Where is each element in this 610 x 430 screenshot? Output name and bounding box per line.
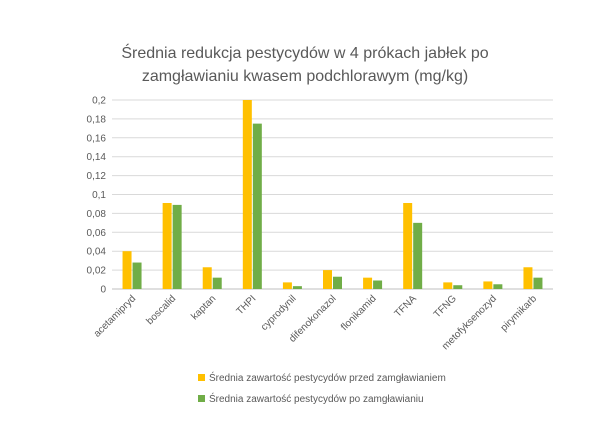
bar-after [132, 262, 142, 289]
x-tick-label: cyprodynil [259, 293, 299, 333]
bar-after [212, 277, 222, 289]
chart-title-line-1: Średnia redukcja pestycydów w 4 prókach … [121, 43, 488, 62]
y-tick-label: 0,12 [87, 171, 107, 182]
bar-after [373, 280, 383, 289]
bar-after [333, 276, 342, 289]
bars [122, 100, 543, 289]
chart-title-line-2: zamgławianiu kwasem podchlorawym (mg/kg) [142, 68, 468, 85]
y-tick-label: 0,2 [92, 96, 106, 107]
bar-after [172, 204, 182, 289]
bar-before [122, 251, 132, 289]
chart-title: Średnia redukcja pestycydów w 4 prókach … [121, 43, 488, 85]
bar-before [282, 282, 292, 289]
bar-before [323, 270, 332, 289]
legend-swatch-after [198, 395, 205, 402]
y-tick-label: 0,08 [87, 209, 107, 220]
bar-before [202, 267, 212, 289]
legend-swatch-before [198, 374, 205, 381]
bar-before [162, 203, 172, 289]
bar-after [493, 284, 503, 289]
y-tick-label: 0,14 [87, 152, 107, 163]
legend-label-before: Średnia zawartość pestycydów przed zamgł… [209, 371, 446, 384]
x-tick-label: TFNG [432, 293, 459, 320]
bar-after [453, 285, 463, 289]
x-axis: acetamipryd boscalid kaptan THPI cyprodynild… [92, 293, 540, 352]
y-tick-label: 0,16 [87, 133, 107, 144]
x-tick-label: TFNA [393, 293, 419, 319]
bar-before [242, 100, 252, 289]
bar-after [292, 286, 302, 289]
bar-after [533, 277, 543, 289]
bar-before [523, 267, 533, 289]
legend: Średnia zawartość pestycydów przed zamgł… [198, 371, 446, 405]
bar-before [363, 277, 373, 289]
x-tick-label: THPI [235, 293, 259, 317]
y-tick-label: 0,06 [87, 228, 107, 239]
bar-before [403, 203, 413, 289]
y-axis: 0 0,02 0,04 0,06 0,08 0,1 0,12 0,14 0,16 0,18 0,2 [87, 96, 107, 296]
y-tick-label: 0,1 [92, 190, 106, 201]
y-tick-label: 0,04 [87, 247, 107, 258]
bar-after [252, 123, 262, 289]
x-tick-label: pirymikarb [499, 293, 540, 334]
x-tick-label: kaptan [189, 293, 218, 322]
x-tick-label: flonikamid [339, 293, 379, 333]
x-tick-label: acetamipryd [92, 293, 138, 339]
y-tick-label: 0 [100, 285, 106, 296]
legend-label-after: Średnia zawartość pestycydów po zamgławi… [209, 392, 424, 405]
gridlines [112, 99, 553, 290]
bar-after [413, 222, 423, 289]
bar-before [443, 282, 453, 289]
y-tick-label: 0,02 [87, 266, 107, 277]
bar-before [483, 281, 493, 289]
x-tick-label: boscalid [145, 293, 179, 327]
y-tick-label: 0,18 [87, 114, 107, 125]
